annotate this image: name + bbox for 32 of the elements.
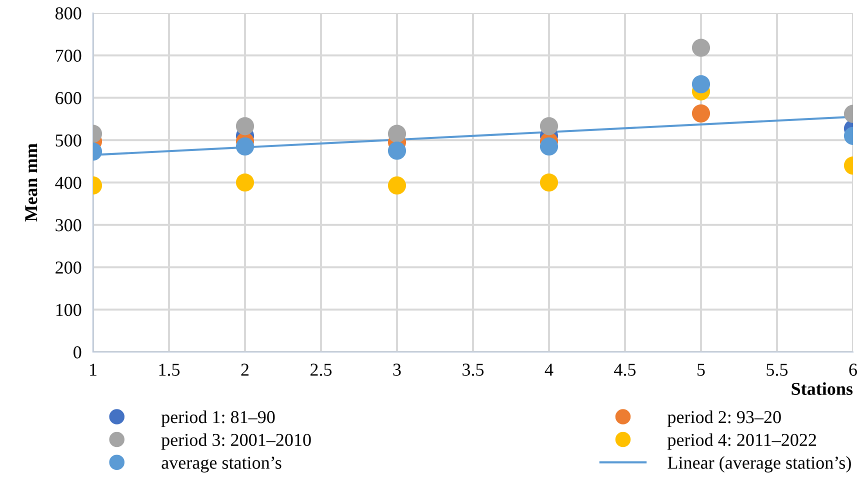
x-tick-label: 1: [90, 364, 96, 376]
point: [388, 176, 406, 195]
legend-label: average station’s: [162, 456, 282, 473]
x-tick-label: 6: [849, 364, 857, 376]
x-tick-label: 4: [544, 364, 554, 376]
x-tick-label: 5: [698, 364, 705, 376]
x-tick-label: 1.5: [159, 364, 180, 376]
y-tick-label: 600: [56, 92, 82, 104]
legend-label: period 3: 2001–2010: [161, 433, 311, 450]
x-axis-title: Stations: [792, 382, 853, 395]
x-tick-label: 3.5: [462, 364, 484, 376]
y-tick-label: 800: [55, 7, 82, 20]
x-tick-label: 2: [241, 364, 249, 376]
point: [388, 142, 406, 160]
x-tick-label: 2.5: [310, 364, 332, 376]
y-tick-label: 300: [56, 219, 82, 232]
legend-label: Linear (average station’s): [668, 456, 851, 473]
y-tick-label: 200: [56, 262, 82, 274]
y-tick-label: 500: [56, 134, 82, 147]
y-tick-label: 0: [74, 346, 82, 358]
point: [388, 124, 406, 143]
x-tick-label: 4.5: [614, 364, 636, 376]
y-axis-title: Mean mm: [25, 143, 38, 222]
legend-label: period 1: 81–90: [161, 410, 275, 427]
point: [540, 173, 558, 192]
legend-label: period 4: 2011–2022: [668, 433, 816, 450]
y-tick-label: 400: [55, 176, 82, 189]
y-tick-label: 100: [56, 304, 82, 316]
y-tick-label: 700: [56, 50, 82, 62]
legend-label: period 2: 93–20: [668, 410, 781, 427]
x-tick-label: 3: [393, 364, 401, 376]
x-tick-label: 5.5: [766, 364, 788, 376]
